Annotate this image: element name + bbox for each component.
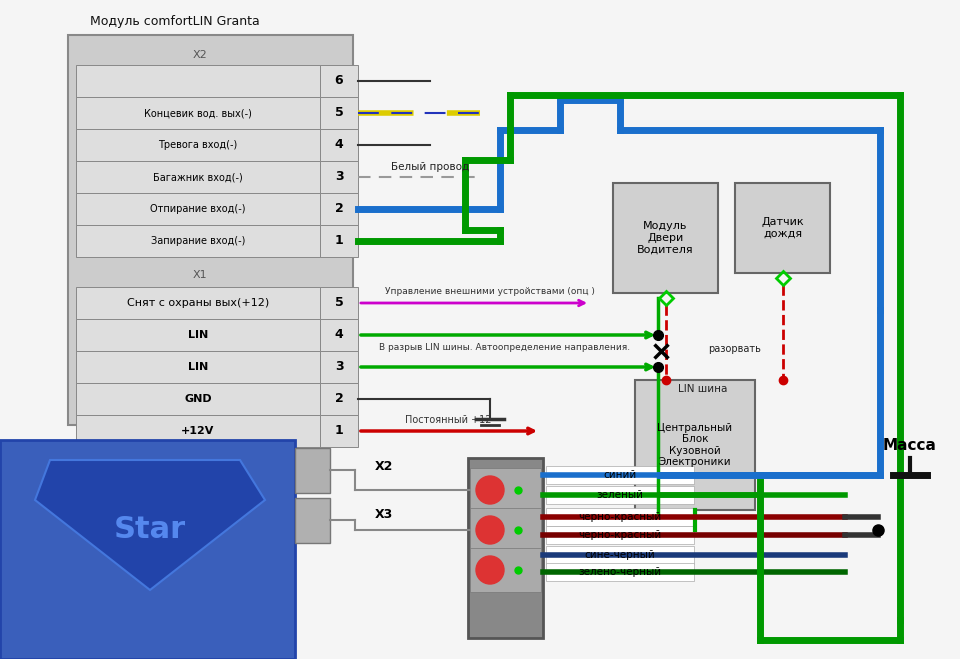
Text: Запирание вход(-): Запирание вход(-) [151, 236, 245, 246]
Text: +12V: +12V [181, 426, 215, 436]
Bar [735, 183, 830, 273]
Text: сине-черный: сине-черный [585, 550, 656, 560]
Text: зелено-черный: зелено-черный [579, 567, 661, 577]
Text: черно-красный: черно-красный [578, 530, 661, 540]
Bar [320, 129, 358, 161]
Bar [320, 287, 358, 319]
Text: 5: 5 [335, 297, 344, 310]
Bar [76, 319, 320, 351]
Text: Датчик
дождя: Датчик дождя [761, 217, 804, 239]
Text: 3: 3 [335, 171, 344, 183]
Text: 2: 2 [335, 393, 344, 405]
Bar [295, 498, 330, 543]
Text: X2: X2 [193, 50, 207, 60]
Circle shape [476, 516, 504, 544]
Text: 1: 1 [335, 424, 344, 438]
Bar [546, 466, 694, 484]
Polygon shape [35, 460, 265, 590]
Bar [613, 183, 718, 293]
Bar [76, 225, 320, 257]
Bar [546, 546, 694, 564]
Text: Модуль
Двери
Водителя: Модуль Двери Водителя [637, 221, 694, 254]
Text: Белый провод: Белый провод [391, 162, 469, 172]
Bar [76, 65, 320, 97]
Bar [76, 287, 320, 319]
Text: 5: 5 [335, 107, 344, 119]
Bar [470, 508, 541, 552]
Bar [320, 161, 358, 193]
Text: Центральный
Блок
Кузовной
Электроники: Центральный Блок Кузовной Электроники [658, 422, 732, 467]
Bar [546, 508, 694, 526]
Text: Багажник вход(-): Багажник вход(-) [154, 172, 243, 182]
Text: зеленый: зеленый [596, 490, 643, 500]
Bar [76, 193, 320, 225]
Text: В разрыв LIN шины. Автоопределение направления.: В разрыв LIN шины. Автоопределение напра… [379, 343, 631, 351]
Text: GND: GND [184, 394, 212, 404]
Text: 4: 4 [335, 328, 344, 341]
Text: 6: 6 [335, 74, 344, 88]
Text: X1: X1 [193, 270, 207, 280]
Bar [68, 35, 353, 425]
Text: 1: 1 [335, 235, 344, 248]
Text: Тревога вход(-): Тревога вход(-) [158, 140, 238, 150]
Bar [546, 563, 694, 581]
Bar [470, 468, 541, 512]
Bar [320, 65, 358, 97]
Text: синий: синий [604, 470, 636, 480]
Text: Отпирание вход(-): Отпирание вход(-) [151, 204, 246, 214]
Text: Снят с охраны вых(+12): Снят с охраны вых(+12) [127, 298, 269, 308]
Bar [76, 161, 320, 193]
Bar [546, 526, 694, 544]
Bar [76, 129, 320, 161]
Text: Постоянный +12: Постоянный +12 [405, 415, 492, 425]
Text: Масса: Масса [883, 438, 937, 453]
Bar [468, 458, 543, 638]
Text: LIN: LIN [188, 362, 208, 372]
Bar [320, 415, 358, 447]
Bar [320, 193, 358, 225]
Bar [320, 225, 358, 257]
Text: X3: X3 [375, 509, 394, 521]
Bar [295, 448, 330, 493]
Text: 4: 4 [335, 138, 344, 152]
Bar [320, 383, 358, 415]
Circle shape [476, 476, 504, 504]
Bar [76, 97, 320, 129]
Text: Концевик вод. вых(-): Концевик вод. вых(-) [144, 108, 252, 118]
Bar [320, 97, 358, 129]
Bar [76, 351, 320, 383]
Bar [0, 440, 295, 659]
Bar [635, 380, 755, 510]
Text: Управление внешними устройствами (опц ): Управление внешними устройствами (опц ) [385, 287, 595, 297]
Text: Модуль comfortLIN Granta: Модуль comfortLIN Granta [90, 16, 260, 28]
Text: LIN: LIN [188, 330, 208, 340]
Text: 3: 3 [335, 360, 344, 374]
Text: Star: Star [114, 515, 186, 544]
Text: 2: 2 [335, 202, 344, 215]
Bar [76, 415, 320, 447]
Text: черно-красный: черно-красный [578, 512, 661, 522]
Bar [546, 486, 694, 504]
Text: LIN шина: LIN шина [678, 384, 728, 394]
Bar [320, 351, 358, 383]
Circle shape [476, 556, 504, 584]
Bar [470, 548, 541, 592]
Bar [76, 383, 320, 415]
Bar [320, 319, 358, 351]
Text: разорвать: разорвать [708, 344, 761, 354]
Text: X2: X2 [375, 461, 394, 474]
